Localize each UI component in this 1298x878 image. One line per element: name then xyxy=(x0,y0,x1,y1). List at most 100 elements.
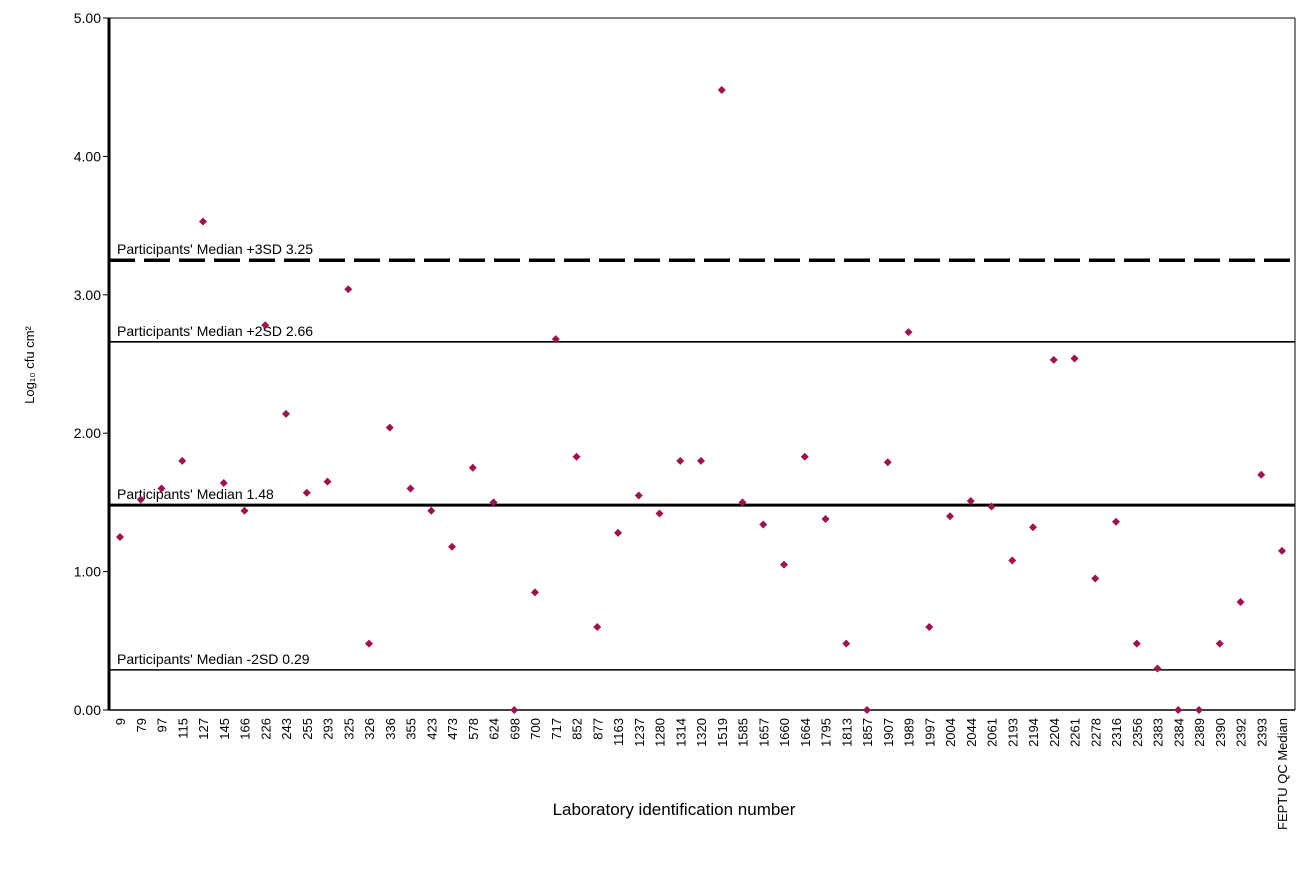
axes: 0.00 1.00 2.00 3.00 4.00 5.00 xyxy=(74,10,1296,718)
data-point xyxy=(883,458,892,467)
reference-line-label: Participants' Median -2SD 0.29 xyxy=(117,651,310,667)
data-point xyxy=(261,321,270,330)
x-tick-label: 1519 xyxy=(715,718,730,747)
data-point xyxy=(489,498,498,507)
x-tick-label: 255 xyxy=(300,718,315,740)
data-point xyxy=(821,515,830,524)
data-point xyxy=(1215,639,1224,648)
x-tick-label: 473 xyxy=(445,718,460,740)
data-point xyxy=(800,452,809,461)
x-tick-label: 1660 xyxy=(777,718,792,747)
y-tick-label: 5.00 xyxy=(74,10,101,26)
x-tick-label: 2356 xyxy=(1130,718,1145,747)
x-tick-label: 2316 xyxy=(1109,718,1124,747)
data-point xyxy=(1008,556,1017,565)
reference-line-label: Participants' Median 1.48 xyxy=(117,486,274,502)
data-point xyxy=(1174,706,1183,714)
y-tick-label: 1.00 xyxy=(74,564,101,580)
data-point xyxy=(385,423,394,432)
x-tick-label: 2393 xyxy=(1254,718,1269,747)
x-tick-label: 852 xyxy=(570,718,585,740)
x-tick-label: 1813 xyxy=(839,718,854,747)
x-tick-label: 1314 xyxy=(673,718,688,747)
data-point xyxy=(240,506,249,515)
data-points xyxy=(116,85,1286,714)
data-point xyxy=(593,622,602,631)
data-point xyxy=(468,463,477,472)
data-point xyxy=(406,484,415,493)
y-tick-label: 3.00 xyxy=(74,287,101,303)
data-point xyxy=(863,706,871,714)
data-point xyxy=(1153,664,1162,673)
data-point xyxy=(1195,706,1203,714)
x-tick-label: 243 xyxy=(279,718,294,740)
x-tick-label: 624 xyxy=(487,718,502,740)
data-point xyxy=(655,509,664,518)
x-tick-label: 1280 xyxy=(653,718,668,747)
data-point xyxy=(738,498,747,507)
data-point xyxy=(1049,355,1058,364)
data-point xyxy=(282,409,290,418)
data-point xyxy=(344,285,353,294)
data-point xyxy=(759,520,768,529)
x-tick-label: 2392 xyxy=(1234,718,1249,747)
x-tick-label: FEPTU QC Median xyxy=(1275,718,1290,830)
data-point xyxy=(1091,574,1100,583)
x-tick-label: 2004 xyxy=(943,718,958,747)
data-point xyxy=(925,622,934,631)
data-point xyxy=(1236,598,1245,607)
x-tick-label: 115 xyxy=(175,718,190,739)
x-tick-label: 79 xyxy=(134,718,149,732)
data-point xyxy=(966,497,975,506)
data-point xyxy=(904,328,913,337)
x-tick-label: 127 xyxy=(196,718,211,740)
x-tick-label: 1907 xyxy=(881,718,896,747)
y-axis-label: Log₁₀ cfu cm² xyxy=(22,325,37,403)
data-point xyxy=(634,491,643,500)
x-tick-label: 145 xyxy=(217,718,232,740)
reference-line-label: Participants' Median +3SD 3.25 xyxy=(117,241,313,257)
data-point xyxy=(531,588,539,597)
data-point xyxy=(676,456,685,465)
data-point xyxy=(697,456,705,465)
data-point xyxy=(842,639,851,648)
x-tick-label: 717 xyxy=(549,718,564,740)
data-point xyxy=(551,335,560,344)
x-tick-label: 1585 xyxy=(736,718,751,747)
x-tick-label: 1657 xyxy=(756,718,771,747)
x-tick-label: 326 xyxy=(362,718,377,740)
data-point xyxy=(1112,517,1120,526)
data-point xyxy=(1029,523,1037,532)
x-tick-label: 166 xyxy=(238,718,253,740)
x-tick-label: 2278 xyxy=(1088,718,1103,747)
data-point xyxy=(178,456,187,465)
x-tick-label: 2390 xyxy=(1213,718,1228,747)
data-point xyxy=(510,706,519,714)
data-point xyxy=(199,217,207,226)
x-tick-label: 700 xyxy=(528,718,543,740)
x-tick-label: 698 xyxy=(507,718,522,740)
data-point xyxy=(157,484,166,493)
x-tick-label: 1320 xyxy=(694,718,709,747)
data-point xyxy=(448,542,456,551)
reference-lines: Participants' Median +3SD 3.25 Participan… xyxy=(109,241,1295,671)
reference-line-label: Participants' Median +2SD 2.66 xyxy=(117,323,313,339)
data-point xyxy=(136,495,145,504)
x-tick-labels: 9 79 97 115 127 145 166 226 243 255 293 325 326 336 35… xyxy=(113,718,1290,830)
x-tick-label: 1237 xyxy=(632,718,647,747)
data-point xyxy=(427,506,436,515)
data-point xyxy=(1278,546,1286,555)
x-tick-label: 1163 xyxy=(611,718,626,746)
x-tick-label: 1857 xyxy=(860,718,875,747)
x-tick-label: 578 xyxy=(466,718,481,740)
x-tick-label: 2204 xyxy=(1047,718,1062,747)
x-tick-label: 2389 xyxy=(1192,718,1207,747)
data-point xyxy=(219,479,228,488)
data-point xyxy=(1132,639,1141,648)
data-point xyxy=(780,560,788,569)
data-point xyxy=(365,639,373,648)
y-tick-label: 2.00 xyxy=(74,425,101,441)
y-tick-label: 0.00 xyxy=(74,702,101,718)
